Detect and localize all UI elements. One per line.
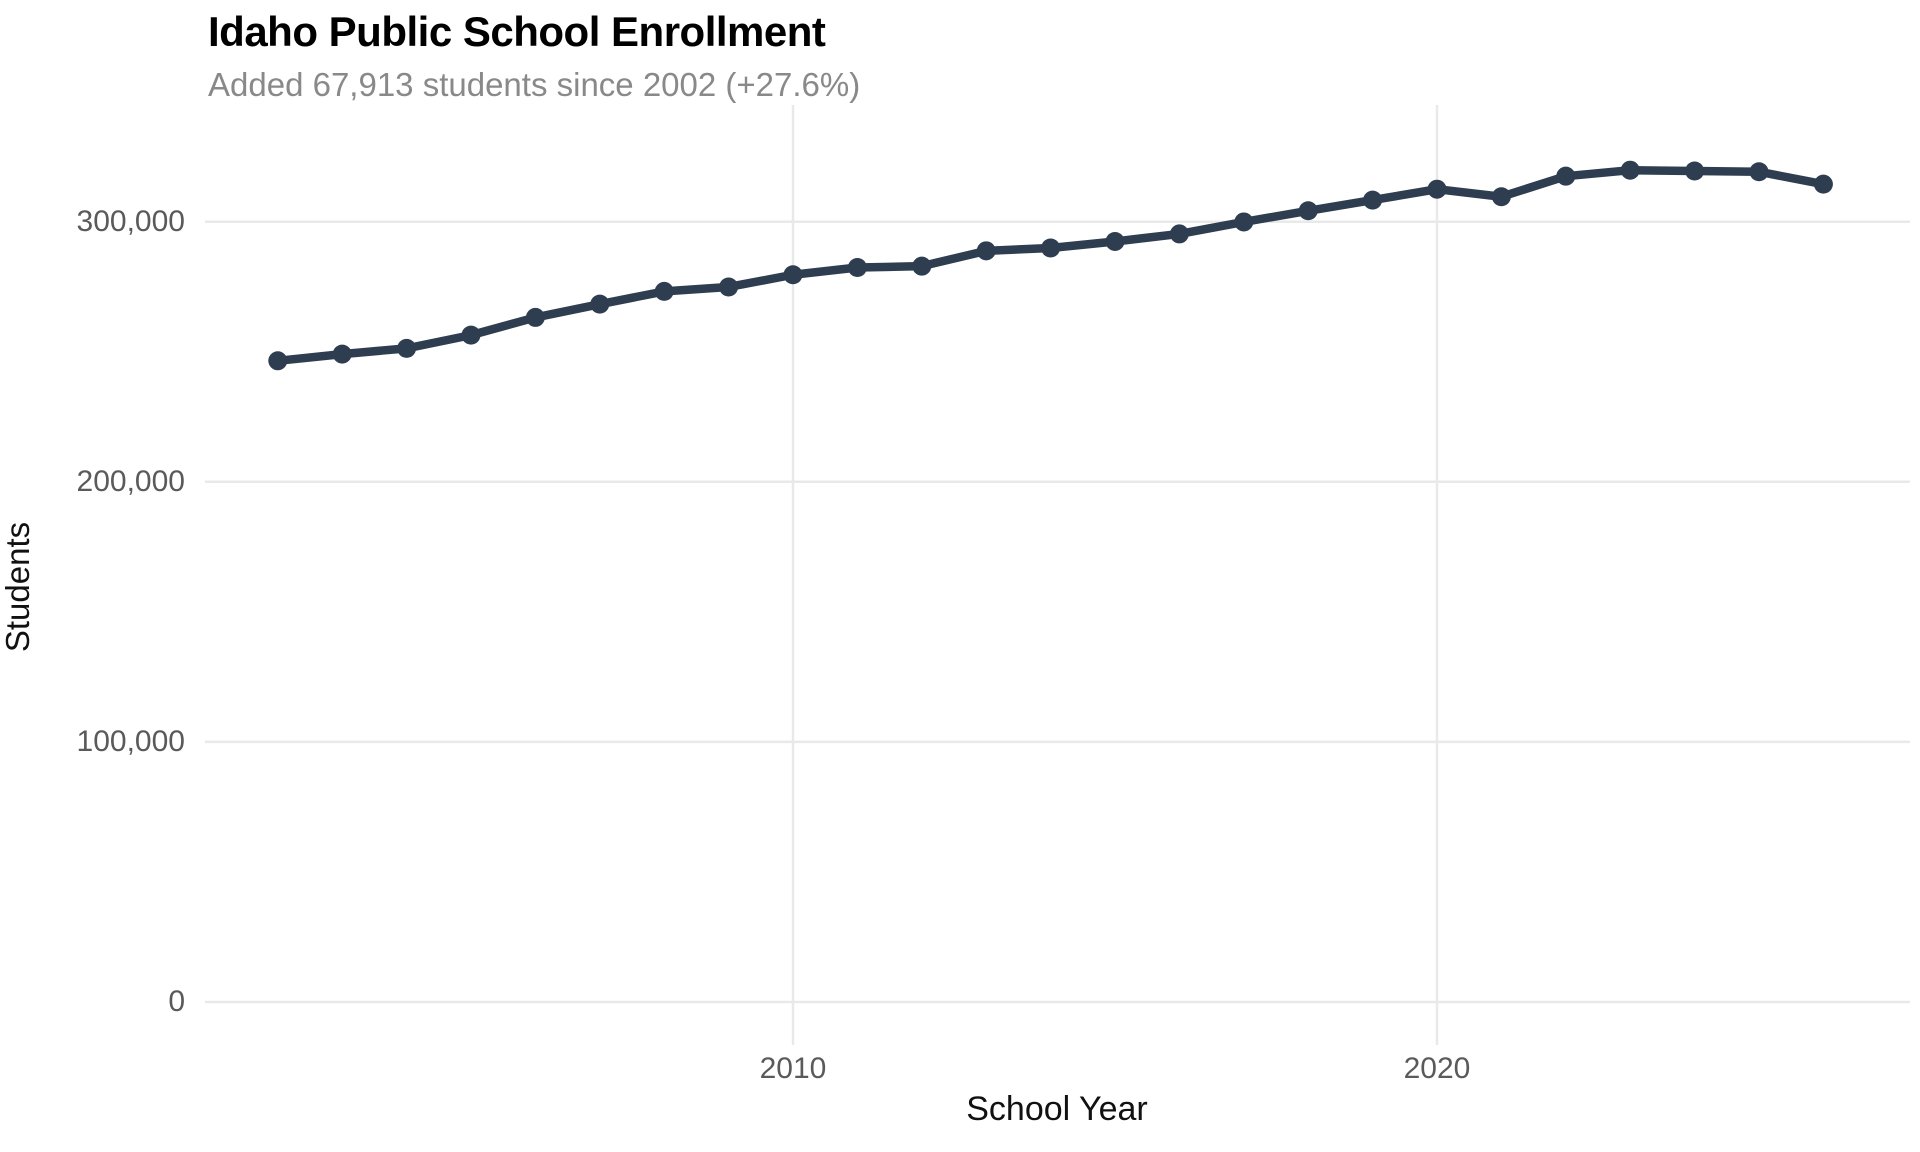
data-point-2011	[847, 257, 867, 277]
chart-subtitle: Added 67,913 students since 2002 (+27.6%…	[208, 66, 861, 103]
y-tick-label: 300,000	[76, 204, 185, 238]
y-tick-label: 0	[168, 985, 185, 1018]
data-point-2016	[1169, 224, 1189, 244]
data-point-2015	[1105, 231, 1125, 251]
y-tick-label: 100,000	[76, 724, 185, 758]
data-point-2014	[1041, 238, 1061, 258]
series-polyline	[273, 165, 1828, 366]
x-axis-title: School Year	[966, 1090, 1148, 1128]
enrollment-series-line	[273, 165, 1828, 366]
data-point-2021	[1491, 187, 1511, 207]
y-tick-label: 200,000	[76, 464, 185, 498]
data-point-2002	[268, 351, 288, 371]
data-point-2013	[976, 241, 996, 261]
data-point-2003	[332, 344, 352, 364]
data-point-2018	[1298, 201, 1318, 221]
data-point-2024	[1685, 161, 1705, 181]
data-point-2008	[654, 281, 674, 301]
data-point-2023	[1620, 160, 1640, 180]
data-point-2005	[461, 325, 481, 345]
data-point-2026	[1813, 174, 1833, 194]
data-point-2017	[1234, 212, 1254, 232]
gridlines	[205, 105, 1910, 1045]
x-tick-label: 2010	[759, 1052, 827, 1085]
data-point-2012	[912, 256, 932, 276]
enrollment-data-points	[268, 160, 1833, 371]
data-point-2019	[1363, 190, 1383, 210]
data-point-2004	[397, 338, 417, 358]
y-axis-title: Students	[0, 521, 36, 653]
data-point-2022	[1556, 166, 1576, 186]
data-point-2025	[1749, 162, 1769, 182]
x-tick-label: 2020	[1403, 1052, 1471, 1085]
data-point-2020	[1427, 179, 1447, 199]
chart-title: Idaho Public School Enrollment	[208, 8, 826, 55]
data-point-2010	[783, 265, 803, 285]
data-point-2006	[525, 307, 545, 327]
data-point-2009	[719, 277, 739, 297]
data-point-2007	[590, 294, 610, 314]
